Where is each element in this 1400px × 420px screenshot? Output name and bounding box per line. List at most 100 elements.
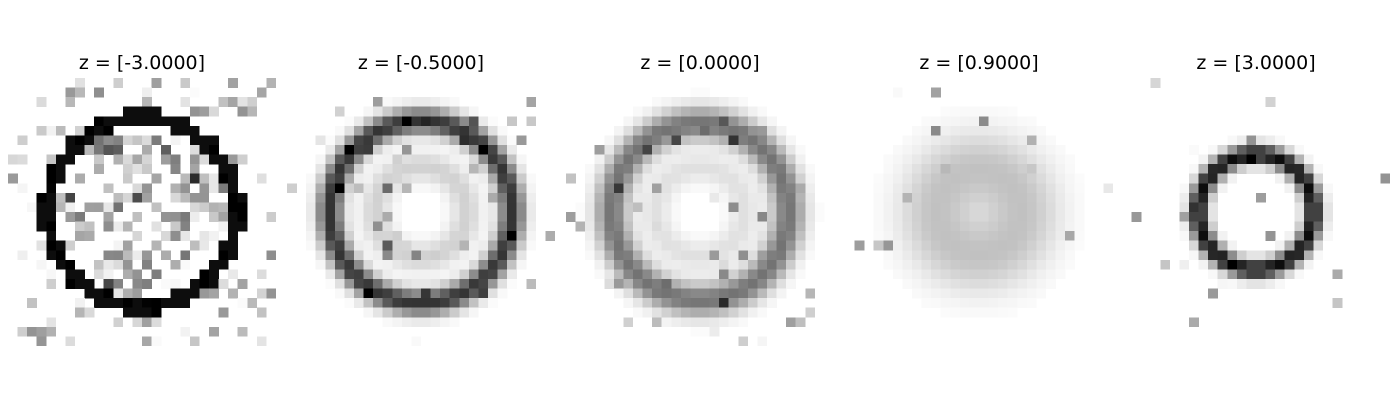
pixel: [690, 135, 701, 146]
pixel: [459, 135, 470, 146]
pixel: [738, 269, 749, 280]
pixel: [719, 259, 729, 270]
pixel: [1036, 202, 1047, 213]
pixel: [1236, 164, 1247, 174]
pixel: [680, 164, 691, 174]
pixel: [998, 145, 1008, 155]
pixel: [912, 202, 922, 213]
pixel: [421, 307, 431, 318]
pixel: [776, 173, 787, 184]
pixel: [912, 192, 922, 203]
pixel: [228, 154, 238, 165]
pixel: [728, 202, 739, 213]
pixel: [65, 154, 76, 165]
pixel: [623, 231, 634, 241]
pixel: [623, 298, 634, 308]
pixel: [988, 212, 999, 222]
pixel: [642, 154, 653, 165]
pixel: [1189, 221, 1199, 232]
pixel: [363, 221, 374, 232]
pixel: [1046, 221, 1056, 232]
pixel: [1217, 231, 1228, 241]
pixel: [671, 135, 682, 146]
pixel: [883, 259, 894, 270]
pixel: [661, 269, 672, 280]
pixel: [142, 279, 152, 289]
pixel: [671, 202, 682, 213]
pixel: [459, 288, 470, 299]
pixel: [671, 192, 682, 203]
pixel: [363, 269, 374, 280]
pixel: [690, 307, 701, 318]
pixel: [430, 106, 441, 117]
pixel: [1313, 250, 1324, 261]
pixel: [161, 279, 171, 289]
pixel: [940, 145, 951, 155]
pixel: [747, 173, 758, 184]
pixel: [488, 145, 498, 155]
pixel: [1313, 231, 1324, 241]
pixel: [950, 259, 961, 270]
pixel: [468, 173, 479, 184]
pixel: [776, 192, 787, 203]
pixel: [247, 106, 258, 117]
pixel: [1236, 250, 1247, 261]
pixel: [633, 240, 643, 251]
pixel: [1313, 164, 1324, 174]
pixel: [170, 183, 181, 194]
pixel: [633, 307, 643, 318]
pixel: [440, 250, 450, 261]
pixel: [468, 259, 479, 270]
pixel: [46, 183, 57, 194]
pixel: [315, 164, 326, 174]
pixel: [1275, 250, 1285, 261]
pixel: [36, 240, 47, 251]
pixel: [1036, 125, 1047, 136]
pixel: [84, 125, 95, 136]
pixel: [199, 202, 210, 213]
pixel: [931, 288, 941, 299]
pixel: [65, 145, 76, 155]
pixel: [468, 106, 479, 117]
pixel: [1303, 202, 1314, 213]
pixel: [814, 202, 825, 213]
pixel: [1017, 125, 1028, 136]
pixel: [8, 154, 18, 165]
pixel: [122, 240, 133, 251]
pixel: [161, 231, 171, 241]
pixel: [969, 288, 980, 299]
pixel: [921, 259, 932, 270]
pixel: [468, 125, 479, 136]
pixel: [1046, 231, 1056, 241]
pixel: [959, 212, 970, 222]
pixel: [931, 116, 941, 127]
pixel: [892, 250, 903, 261]
pixel: [411, 317, 422, 328]
pixel: [421, 298, 431, 308]
pixel: [497, 192, 508, 203]
pixel: [1313, 173, 1324, 184]
pixel: [430, 116, 441, 127]
pixel: [75, 231, 85, 241]
pixel: [680, 183, 691, 194]
pixel: [392, 173, 403, 184]
pixel: [661, 183, 672, 194]
pixel: [132, 279, 143, 289]
pixel: [604, 250, 615, 261]
pixel: [218, 164, 229, 174]
pixel: [767, 221, 777, 232]
pixel: [623, 259, 634, 270]
pixel: [728, 183, 739, 194]
pixel: [1179, 202, 1190, 213]
pixel: [738, 250, 749, 261]
pixel: [998, 106, 1008, 117]
pixel: [959, 250, 970, 261]
pixel: [440, 97, 450, 107]
pixel: [373, 298, 383, 308]
pixel: [1036, 154, 1047, 165]
pixel: [55, 125, 66, 136]
pixel: [421, 145, 431, 155]
pixel: [55, 259, 66, 270]
pixel: [1198, 231, 1209, 241]
pixel: [382, 183, 393, 194]
